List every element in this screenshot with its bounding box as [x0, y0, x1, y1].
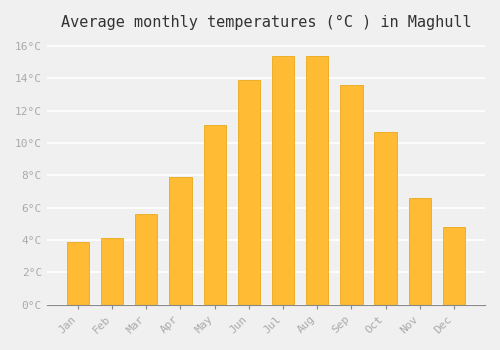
- Bar: [67, 241, 89, 304]
- Bar: [238, 80, 260, 304]
- Bar: [204, 125, 226, 304]
- Bar: [374, 132, 396, 304]
- Bar: [443, 227, 465, 304]
- Bar: [135, 214, 158, 304]
- Title: Average monthly temperatures (°C ) in Maghull: Average monthly temperatures (°C ) in Ma…: [60, 15, 471, 30]
- Bar: [306, 56, 328, 304]
- Bar: [170, 177, 192, 304]
- Bar: [408, 198, 431, 304]
- Bar: [101, 238, 123, 304]
- Bar: [272, 56, 294, 304]
- Bar: [340, 85, 362, 304]
